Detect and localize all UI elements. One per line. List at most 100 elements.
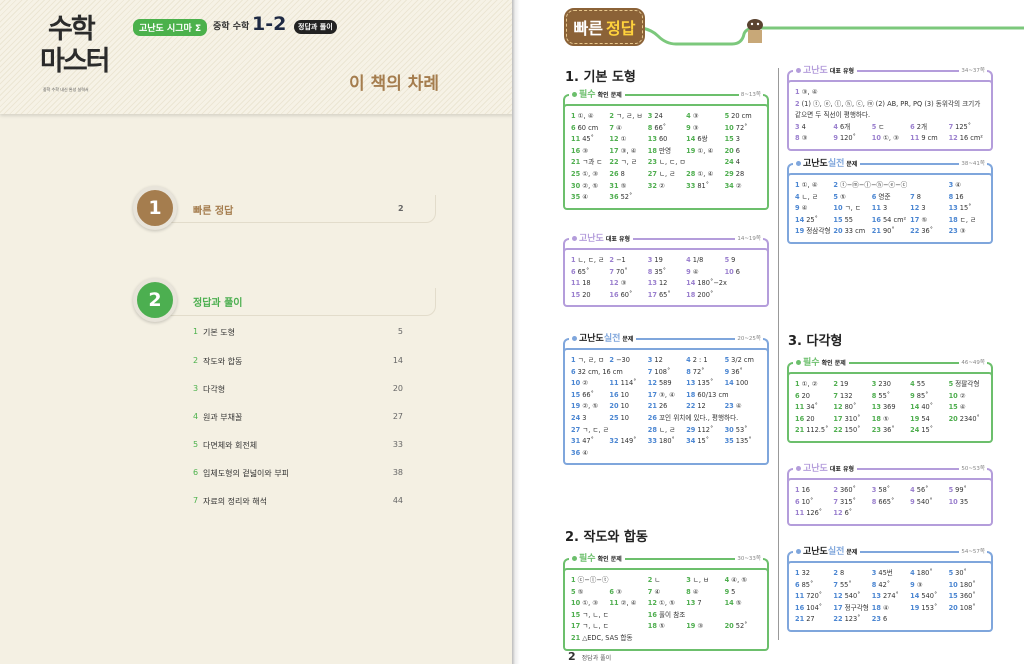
- left-page: 수학 마스터 중학 수학 내신 완성 실력서 고난도 시그마 Σ 중학 수학 1…: [0, 0, 514, 664]
- dot-icon: [796, 360, 801, 365]
- answer-number: 21: [647, 402, 657, 411]
- answer-number: 18: [948, 215, 958, 224]
- answer-item: 16 ③: [571, 146, 609, 158]
- answer-item: 6 32 cm, 16 cm: [571, 367, 648, 379]
- answer-number: 22: [609, 158, 619, 167]
- answer-number: 23: [647, 158, 657, 167]
- toc-subitem[interactable]: 6 입체도형의 겉넓이와 부피 38: [193, 468, 403, 479]
- answer-number: 11: [795, 403, 805, 412]
- answer-item: 10 ①, ③: [571, 598, 609, 610]
- daepyo-answer-box: 고난도 대표 유형 50~53쪽 1 16 2 360˚ 3 58˚ 4 56˚ 5 99˚ 6 10˚ 7 3…: [787, 461, 993, 526]
- toc-entry-quick-answers[interactable]: 빠른 정답: [193, 206, 234, 217]
- answer-item: 20 10: [609, 401, 647, 413]
- answer-number: 3: [795, 122, 800, 131]
- toc-entry-solutions[interactable]: 정답과 풀이: [193, 298, 243, 309]
- answer-value: ②: [582, 379, 589, 388]
- answer-value: 149˚: [620, 437, 637, 446]
- answer-number: 19: [686, 146, 696, 155]
- answer-number: 8: [871, 497, 877, 506]
- toc-subitem-page: 20: [392, 384, 403, 393]
- answer-number: 1: [795, 88, 800, 96]
- answer-value: 15˚: [921, 426, 934, 435]
- answer-item: 17 ③, ④: [609, 146, 647, 158]
- answer-number: 27: [571, 425, 581, 434]
- answer-value: 55˚: [878, 391, 891, 400]
- tag-white: 빠른: [573, 19, 603, 38]
- answer-number: 18: [686, 290, 696, 299]
- toc-subitem[interactable]: 4 원과 부채꼴 27: [193, 412, 403, 423]
- answer-item: 22 36˚: [910, 226, 948, 238]
- page-title: 이 책의 차례: [349, 74, 440, 94]
- page-range: 20~25쪽: [735, 334, 763, 342]
- answer-item: 9 540˚: [910, 497, 948, 509]
- answer-item: 12 ①, ⑤: [648, 598, 686, 610]
- answer-item: 20 6: [725, 146, 763, 158]
- answer-number: 14: [724, 599, 734, 608]
- answer-value: 35: [959, 497, 969, 506]
- answer-number: 7: [833, 391, 838, 400]
- answer-item: 20 2340˚: [949, 414, 987, 426]
- answer-value: 72˚: [735, 123, 748, 132]
- answer-number: 19: [910, 603, 920, 612]
- toc-subitem[interactable]: 1 기본 도형 5: [193, 327, 403, 338]
- answer-item: 12 540˚: [833, 591, 871, 603]
- answer-value: 8: [916, 192, 921, 201]
- answer-value: 20: [806, 414, 815, 423]
- toc-subitem[interactable]: 7 자료의 정리와 해석 44: [193, 496, 403, 507]
- answer-number: 5: [948, 569, 954, 577]
- answer-number: 1: [795, 486, 800, 494]
- answer-item: 13 15˚: [949, 203, 987, 215]
- box-label: 고난도 대표 유형: [793, 63, 858, 76]
- toc-subitem[interactable]: 3 다각형 20: [193, 384, 403, 395]
- answer-item: 1 16: [795, 485, 833, 497]
- answer-value: 20: [582, 290, 591, 299]
- answer-item: 2 −1: [609, 255, 647, 267]
- answer-number: 8: [795, 134, 800, 143]
- answer-value: 8: [839, 569, 845, 577]
- answer-grid: 1 ⓒ−ⓛ−ⓣ 2 ㄴ 3 ㄴ, ㅂ 4 ④, ⑤ 5 ⑤ 6 ③ 7 ④ 8 ④ 9 5 10 ①, ③ 11 ②, ④…: [563, 568, 769, 651]
- answer-value: ③, ④: [658, 390, 675, 399]
- answer-item: 17 310˚: [833, 414, 871, 426]
- answer-item: 21 27: [795, 614, 833, 626]
- answer-value: 정팔각형: [955, 380, 980, 388]
- box-label: 고난도실전 문제: [793, 544, 861, 557]
- answer-number: 21: [871, 227, 881, 236]
- toc-subitem[interactable]: 2 작도와 합동 14: [193, 356, 403, 367]
- answer-number: 5: [571, 587, 576, 596]
- answer-number: 12: [609, 279, 619, 288]
- answer-item: 30 53˚: [725, 425, 763, 437]
- answer-value: 정구각형: [844, 603, 869, 612]
- box-label: 고난도 대표 유형: [793, 461, 858, 474]
- answer-item: 13 60: [648, 134, 686, 146]
- answer-number: 2: [833, 486, 838, 494]
- answer-value: 3: [735, 135, 740, 144]
- answer-value: ③, ④: [801, 88, 818, 96]
- answer-value: ③: [692, 123, 699, 132]
- answer-number: 12: [910, 204, 920, 213]
- answer-number: 7: [647, 367, 653, 376]
- answer-value: 540˚: [844, 592, 861, 601]
- toc-number-1: 1: [133, 186, 177, 230]
- answer-item: 24 15˚: [910, 425, 948, 437]
- answer-item: 12 589: [648, 378, 686, 390]
- answer-number: 4: [910, 486, 915, 494]
- answer-number: 31: [609, 181, 619, 190]
- answer-value: 90˚: [882, 227, 895, 236]
- answer-value: ⑤: [620, 181, 627, 190]
- box-label-1: 고난도: [803, 66, 828, 76]
- daepyo-answer-box: 고난도 대표 유형 34~37쪽 1 ③, ④ 2 (1) ⓣ, ⓔ, ⓛ, ⓗ, ⓒ, ⓜ…: [787, 63, 993, 151]
- answer-item: 12 ①: [609, 134, 647, 146]
- answer-value: 6개: [839, 122, 851, 131]
- answer-item: 15 55: [833, 215, 871, 227]
- answer-number: 1: [571, 256, 576, 264]
- box-header: 고난도 대표 유형 50~53쪽: [787, 461, 993, 482]
- answer-number: 32: [609, 437, 619, 446]
- answer-value: 4: [801, 122, 806, 131]
- answer-value: 153˚: [921, 603, 938, 612]
- toc-subitem[interactable]: 5 다면체와 회전체 33: [193, 440, 403, 451]
- answer-item: 13 274˚: [872, 591, 910, 603]
